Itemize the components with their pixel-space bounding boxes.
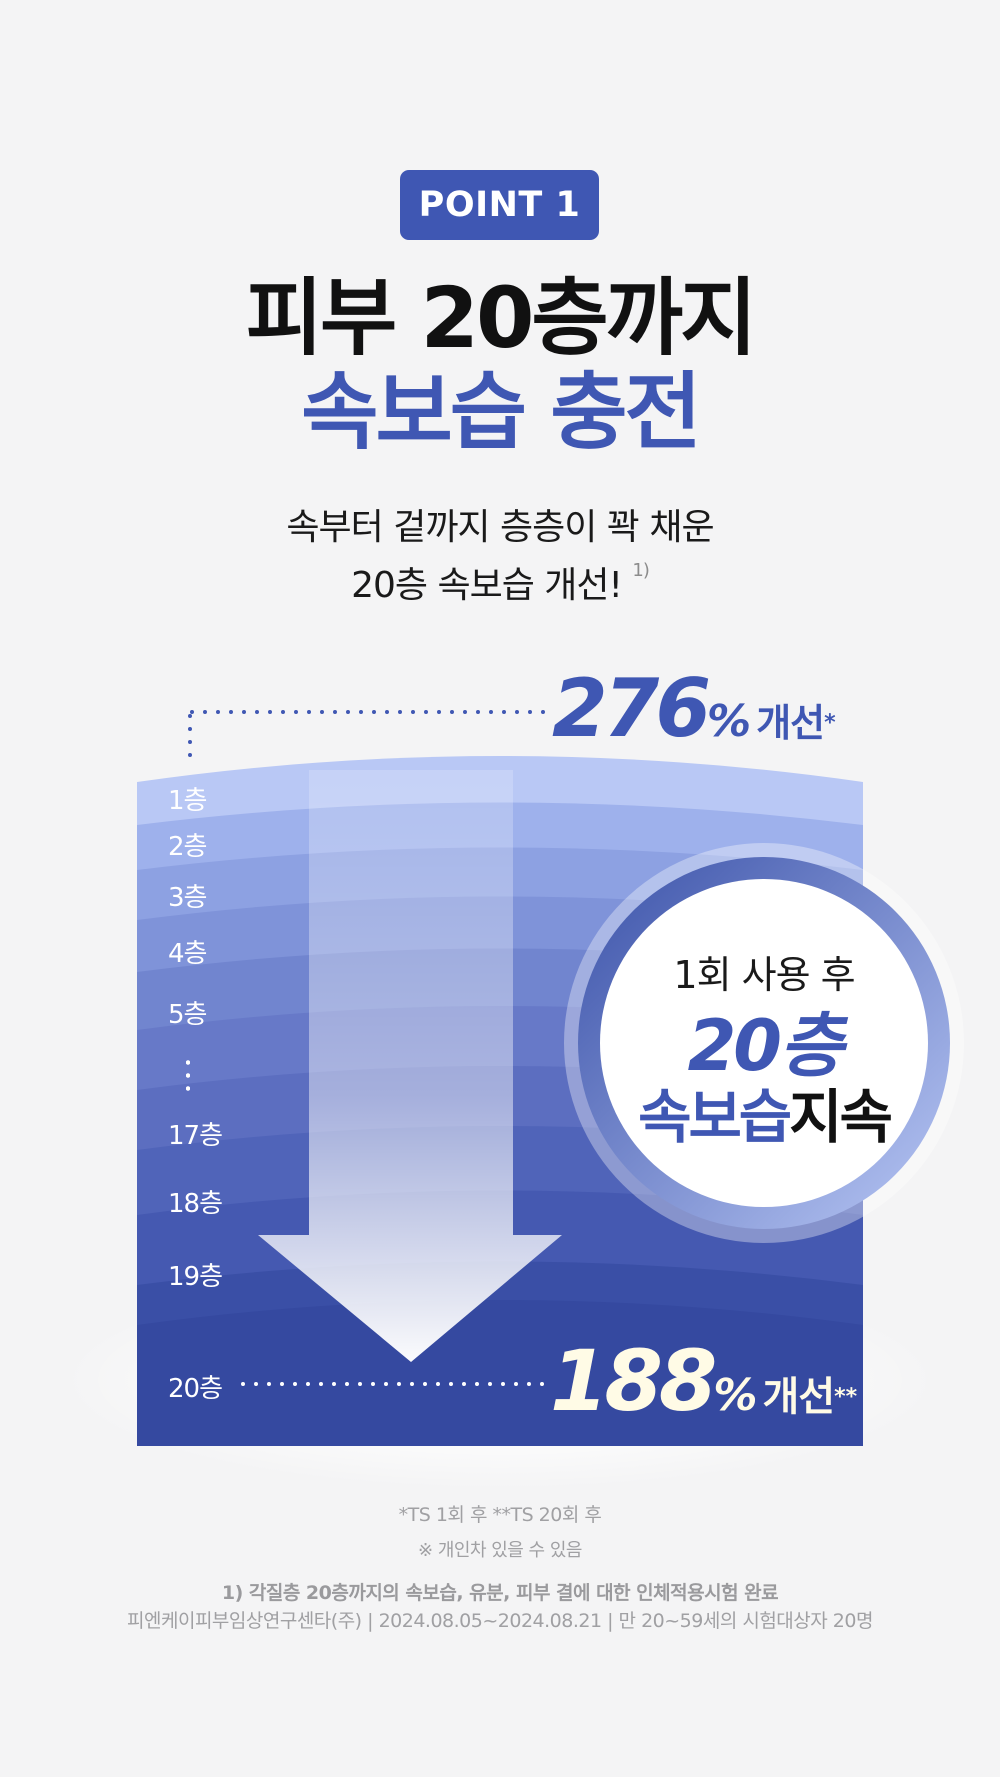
top-stat-value: 276 [552,662,711,755]
result-circle [564,843,964,1243]
top-stat-label: 개선 [756,701,825,745]
layer-label-2: 2층 [168,832,207,862]
layer-label-19: 19층 [168,1262,223,1292]
circle-highlight: 20층 [687,1005,844,1087]
circle-claim: 속보습지속 [582,1070,946,1154]
subheadline-text: 20층 속보습 개선! [351,565,623,606]
ellipsis-dots [186,1056,190,1096]
subheadline-line-2: 20층 속보습 개선! 1) [0,556,1000,608]
top-stat-mark: * [824,710,836,736]
circle-caption: 1회 사용 후 [673,953,855,997]
footnote-ts: *TS 1회 후 **TS 20회 후 [398,1504,602,1526]
layer-label-1: 1층 [168,786,207,816]
headline-line-2: 속보습 충전 [301,363,702,461]
layer-label-3: 3층 [168,883,207,913]
top-leader-line [188,710,550,764]
footnote-organization: 피엔케이피부임상연구센타(주) | 2024.08.05~2024.08.21 … [127,1610,873,1632]
layer-label-5: 5층 [168,1000,207,1030]
footnote-disclaimer: ※ 개인차 있을 수 있음 [418,1540,582,1561]
footnote-ref: 1) [632,560,650,581]
footnote-test: 1) 각질층 20층까지의 속보습, 유분, 피부 결에 대한 인체적용시험 완… [221,1582,779,1604]
layer-label-20: 20층 [168,1374,223,1404]
layer-label-4: 4층 [168,939,207,969]
layer-label-17: 17층 [168,1121,223,1151]
bottom-improvement-stat: 188% 개선** [550,1332,857,1430]
layer-label-18: 18층 [168,1189,223,1219]
top-stat-percent: % [707,696,752,747]
bottom-stat-mark: ** [834,1384,858,1410]
subheadline-line-1: 속부터 겉까지 층층이 꽉 채운 [286,507,714,548]
point-badge: POINT 1 [400,170,599,240]
circle-claim-blue: 속보습 [638,1083,792,1151]
bottom-stat-label: 개선 [762,1374,836,1420]
top-improvement-stat: 276% 개선* [552,662,836,755]
circle-claim-black: 지속 [789,1083,893,1151]
headline-line-1: 피부 20층까지 [245,269,758,367]
bottom-stat-value: 188 [550,1332,717,1430]
bottom-stat-percent: % [713,1370,758,1421]
